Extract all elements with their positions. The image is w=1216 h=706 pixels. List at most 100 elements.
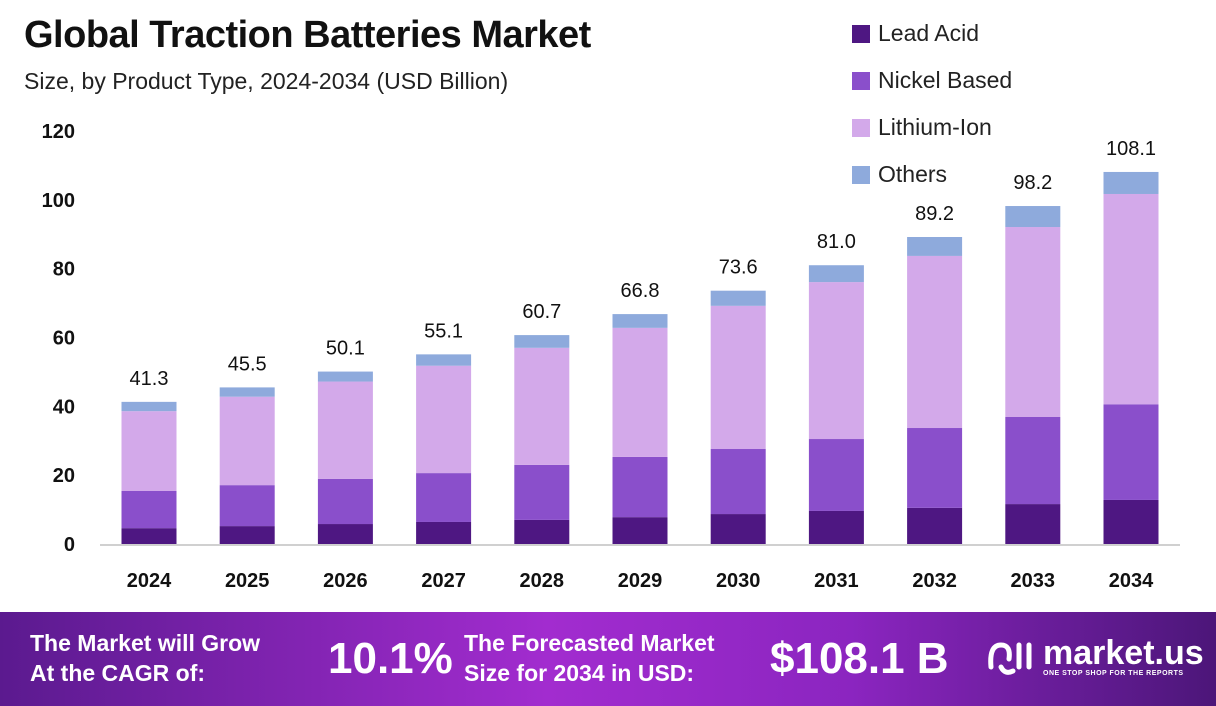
bar-segment-nickel-based	[710, 449, 766, 515]
bar-segment-nickel-based	[907, 428, 963, 508]
bar-segment-lithium-ion	[121, 411, 177, 491]
logo-name: market.us	[1043, 634, 1204, 672]
cagr-label-line2: At the CAGR of:	[30, 660, 206, 686]
x-tick-label: 2033	[1011, 570, 1056, 592]
bar-segment-lead-acid	[121, 528, 177, 544]
bar-segment-lead-acid	[219, 526, 275, 544]
legend-swatch	[852, 165, 870, 184]
x-tick-label: 2034	[1109, 570, 1154, 592]
legend-label: Lithium-Ion	[878, 114, 992, 140]
legend-label: Lead Acid	[878, 20, 980, 46]
bar-segment-lithium-ion	[514, 347, 570, 465]
bar-segment-others	[416, 354, 472, 366]
x-tick-label: 2024	[127, 570, 172, 592]
total-data-label: 108.1	[1106, 138, 1156, 160]
bar-segment-lithium-ion	[219, 396, 275, 486]
bar-segment-lithium-ion	[1005, 227, 1061, 418]
bar-segment-lithium-ion	[612, 327, 668, 457]
legend-item-others: Others	[852, 151, 1012, 198]
bar-segment-nickel-based	[416, 473, 472, 522]
market-us-logo: market.us ONE STOP SHOP FOR THE REPORTS	[985, 636, 1204, 677]
bar-segment-lead-acid	[612, 517, 668, 544]
legend-label: Nickel Based	[878, 67, 1013, 93]
x-tick-label: 2028	[520, 570, 565, 592]
total-data-label: 45.5	[228, 353, 267, 375]
y-tick-label: 60	[53, 328, 75, 350]
legend-item-nickel-based: Nickel Based	[852, 57, 1012, 104]
bar-segment-lead-acid	[808, 510, 864, 544]
legend-item-lead-acid: Lead Acid	[852, 10, 1012, 57]
y-tick-label: 100	[42, 190, 75, 212]
forecast-label-line2: Size for 2034 in USD:	[464, 660, 695, 686]
bar-segment-lithium-ion	[1103, 193, 1159, 405]
legend: Lead Acid Nickel Based Lithium-Ion Other…	[852, 10, 1012, 198]
bar-segment-lead-acid	[416, 521, 472, 544]
x-tick-label: 2025	[225, 570, 270, 592]
bar-segment-nickel-based	[121, 490, 177, 529]
forecast-label: The Forecasted Market Size for 2034 in U…	[464, 628, 715, 688]
chart-title: Global Traction Batteries Market	[24, 14, 591, 56]
bar-segment-nickel-based	[219, 485, 275, 527]
bar-segment-others	[907, 237, 963, 256]
x-tick-label: 2027	[421, 570, 466, 592]
bar-segment-lead-acid	[1005, 504, 1061, 544]
bar-segment-others	[514, 335, 570, 348]
legend-item-lithium-ion: Lithium-Ion	[852, 104, 1012, 151]
logo-icon	[988, 641, 1032, 675]
bar-segment-lead-acid	[317, 524, 373, 544]
bar-segment-nickel-based	[317, 478, 373, 525]
bar-segment-lead-acid	[1103, 499, 1159, 544]
total-data-label: 66.8	[621, 280, 660, 302]
legend-swatch	[852, 24, 870, 43]
logo-tagline: ONE STOP SHOP FOR THE REPORTS	[1043, 670, 1184, 677]
total-data-label: 41.3	[130, 368, 169, 390]
total-data-label: 50.1	[326, 338, 365, 360]
bar-segment-lithium-ion	[710, 305, 766, 450]
bar-segment-lead-acid	[514, 519, 570, 544]
bar-segment-others	[612, 314, 668, 328]
bar-segment-others	[121, 401, 177, 412]
legend-swatch	[852, 118, 870, 137]
bar-segment-others	[710, 290, 766, 306]
x-tick-label: 2026	[323, 570, 368, 592]
cagr-label: The Market will Grow At the CAGR of:	[30, 628, 260, 688]
bar-segment-others	[1103, 171, 1159, 194]
bar-segment-others	[1005, 206, 1061, 228]
total-data-label: 73.6	[719, 257, 758, 279]
legend-swatch	[852, 71, 870, 90]
bar-segment-lithium-ion	[808, 282, 864, 440]
y-tick-label: 80	[53, 259, 75, 281]
bar-segment-others	[317, 371, 373, 382]
total-data-label: 89.2	[915, 203, 954, 225]
bar-segment-others	[219, 387, 275, 397]
cagr-value: 10.1%	[328, 634, 453, 683]
x-tick-label: 2032	[912, 570, 957, 592]
bar-segment-lead-acid	[907, 507, 963, 544]
y-tick-label: 120	[42, 121, 75, 143]
y-tick-label: 0	[64, 534, 75, 556]
bar-segment-nickel-based	[1005, 417, 1061, 505]
cagr-label-line1: The Market will Grow	[30, 630, 261, 656]
total-data-label: 98.2	[1013, 172, 1052, 194]
bar-segment-others	[808, 265, 864, 283]
total-data-label: 60.7	[522, 301, 561, 323]
summary-banner: The Market will Grow At the CAGR of: 10.…	[0, 612, 1216, 706]
total-data-label: 55.1	[424, 320, 463, 342]
forecast-value: $108.1 B	[770, 634, 949, 683]
stacked-bar-chart: 0 20 40 60 80 100 120 41.3 2024 45.5 2025 50.1 2026 5…	[42, 121, 1180, 592]
x-tick-label: 2031	[814, 570, 859, 592]
bar-segment-lead-acid	[710, 514, 766, 544]
x-tick-label: 2030	[716, 570, 761, 592]
bar-segment-lithium-ion	[416, 365, 472, 474]
legend-label: Others	[878, 161, 948, 187]
bar-segment-nickel-based	[808, 439, 864, 511]
y-tick-label: 40	[53, 396, 75, 418]
bar-segment-nickel-based	[1103, 404, 1159, 500]
x-tick-label: 2029	[618, 570, 663, 592]
bar-segment-lithium-ion	[317, 381, 373, 479]
forecast-label-line1: The Forecasted Market	[464, 630, 715, 656]
bar-segment-lithium-ion	[907, 255, 963, 429]
bar-segment-nickel-based	[514, 464, 570, 520]
chart-subtitle: Size, by Product Type, 2024-2034 (USD Bi…	[24, 68, 509, 94]
y-tick-label: 20	[53, 465, 75, 487]
